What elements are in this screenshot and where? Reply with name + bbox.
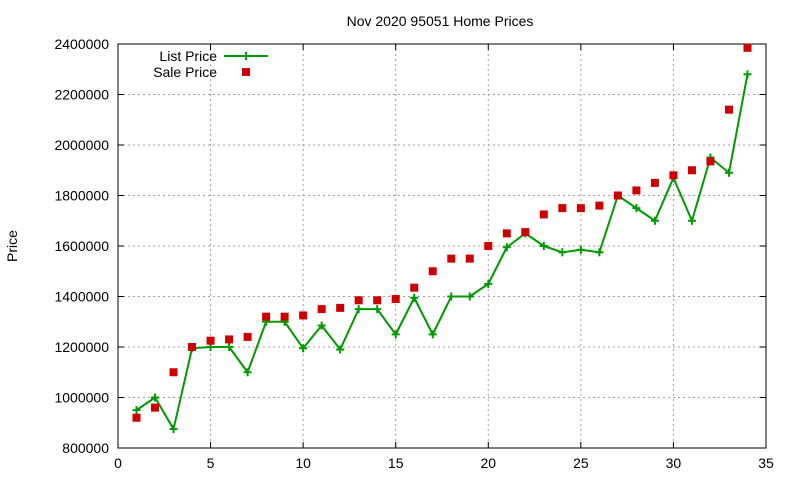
sale-price-point <box>317 305 326 314</box>
list-price-point <box>687 216 696 225</box>
sale-price-point <box>650 178 659 187</box>
x-tick-label: 30 <box>666 455 682 471</box>
sale-price-point <box>188 343 197 351</box>
list-price-point <box>354 305 363 314</box>
sale-price-point <box>354 296 363 305</box>
y-tick-label: 1000000 <box>54 390 109 406</box>
list-price-point <box>743 70 752 79</box>
list-price-point <box>243 368 252 377</box>
sale-price-point <box>428 267 437 276</box>
x-tick-label: 25 <box>573 455 589 471</box>
x-tick-label: 10 <box>295 455 311 471</box>
sale-price-point <box>576 204 585 213</box>
grid-lines <box>118 44 766 448</box>
legend-square-marker <box>242 68 250 76</box>
sale-price-point <box>336 303 345 312</box>
y-tick-label: 800000 <box>62 440 109 456</box>
sale-price-point <box>724 105 733 114</box>
list-price-point <box>539 242 548 250</box>
y-tick-label: 1800000 <box>54 188 109 204</box>
list-price-point <box>373 305 382 314</box>
list-price-point <box>502 243 511 252</box>
y-tick-label: 1400000 <box>54 289 109 305</box>
list-price-point <box>317 321 326 330</box>
x-tick-label: 0 <box>114 455 122 471</box>
list-price-point <box>391 330 400 339</box>
chart-title: Nov 2020 95051 Home Prices <box>347 13 534 29</box>
sale-price-point <box>706 157 715 166</box>
sale-price-point <box>151 403 160 412</box>
y-axis-label: Price <box>4 230 20 262</box>
sale-price-point <box>613 191 622 200</box>
sale-price-point <box>447 254 456 263</box>
y-tick-label: 2400000 <box>54 36 109 52</box>
sale-price-point <box>243 332 252 341</box>
sale-price-point <box>669 171 678 180</box>
sale-price-point <box>632 186 641 195</box>
list-price-point <box>447 292 456 301</box>
y-tick-label: 2000000 <box>54 137 109 153</box>
list-price-point <box>484 279 493 288</box>
x-tick-label: 35 <box>758 455 774 471</box>
list-price-point <box>169 425 178 434</box>
list-price-point <box>299 344 308 353</box>
list-price-point <box>632 204 641 213</box>
sale-price-point <box>280 312 289 321</box>
axis-ticks: 0 5 10 15 20 25 30 35 800000 1000000 1200000 140000… <box>54 36 774 471</box>
y-tick-label: 1600000 <box>54 238 109 254</box>
list-price-point <box>724 168 733 177</box>
sale-price-point <box>410 283 419 292</box>
legend-plus-marker <box>242 52 250 60</box>
sale-price-point <box>502 229 511 238</box>
sale-price-point <box>465 254 474 263</box>
y-tick-label: 1200000 <box>54 339 109 355</box>
list-price-point <box>428 330 437 339</box>
sale-price-point <box>206 336 215 345</box>
legend-label: Sale Price <box>153 64 217 80</box>
sale-price-point <box>225 335 234 344</box>
list-price-point <box>595 248 604 257</box>
list-price-point <box>650 216 659 225</box>
sale-price-point <box>595 201 604 210</box>
legend-label: List Price <box>159 48 217 64</box>
sale-price-point <box>558 204 567 213</box>
list-price-point <box>465 292 474 301</box>
sale-price-point <box>539 210 548 219</box>
sale-price-point <box>391 295 400 304</box>
x-tick-label: 15 <box>388 455 404 471</box>
list-price-point <box>151 393 160 402</box>
sale-price-point <box>373 296 382 305</box>
sale-price-point <box>262 312 271 321</box>
sale-price-point <box>521 228 530 237</box>
sale-price-point <box>132 413 141 422</box>
series-layer <box>132 43 752 434</box>
x-tick-label: 5 <box>207 455 215 471</box>
sale-price-point <box>169 368 178 377</box>
list-price-point <box>558 248 567 257</box>
sale-price-point <box>743 43 752 52</box>
sale-price-point <box>687 166 696 175</box>
x-tick-label: 20 <box>480 455 496 471</box>
sale-price-point <box>299 311 308 320</box>
list-price-point <box>576 245 585 254</box>
list-price-point <box>336 345 345 354</box>
sale-price-point <box>484 242 493 250</box>
list-price-point <box>225 343 234 351</box>
list-price-point <box>132 406 141 415</box>
y-tick-label: 2200000 <box>54 87 109 103</box>
list-price-point <box>410 293 419 302</box>
list-price-line <box>135 74 749 431</box>
